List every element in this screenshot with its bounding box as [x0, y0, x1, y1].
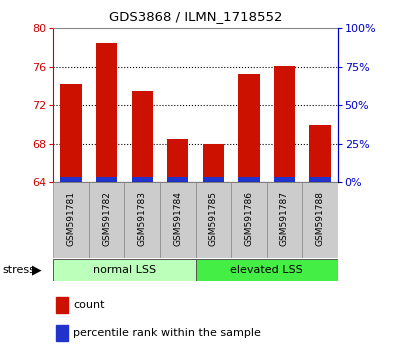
Text: ▶: ▶	[32, 263, 42, 276]
Bar	[167, 177, 188, 182]
Text: GSM591784: GSM591784	[173, 192, 182, 246]
Text: percentile rank within the sample: percentile rank within the sample	[73, 328, 261, 338]
Bar	[96, 43, 117, 182]
Text: normal LSS: normal LSS	[93, 265, 156, 275]
Bar	[56, 325, 68, 341]
Bar	[274, 177, 295, 182]
Bar	[124, 182, 160, 258]
Bar	[203, 177, 224, 182]
Bar	[96, 177, 117, 182]
Bar	[60, 84, 82, 182]
Bar	[160, 182, 196, 258]
Text: GSM591783: GSM591783	[138, 192, 147, 246]
Bar	[238, 74, 260, 182]
Text: count: count	[73, 300, 105, 310]
Bar	[238, 177, 260, 182]
Bar	[53, 259, 196, 281]
Bar	[60, 177, 82, 182]
Text: GSM591782: GSM591782	[102, 192, 111, 246]
Text: GSM591785: GSM591785	[209, 192, 218, 246]
Bar	[309, 177, 331, 182]
Bar	[267, 182, 302, 258]
Text: GDS3868 / ILMN_1718552: GDS3868 / ILMN_1718552	[109, 10, 282, 23]
Bar	[203, 144, 224, 182]
Bar	[56, 297, 68, 313]
Bar	[302, 182, 338, 258]
Bar	[196, 182, 231, 258]
Text: GSM591781: GSM591781	[67, 192, 75, 246]
Text: GSM591787: GSM591787	[280, 192, 289, 246]
Text: elevated LSS: elevated LSS	[230, 265, 303, 275]
Text: GSM591786: GSM591786	[245, 192, 253, 246]
Text: stress: stress	[2, 265, 35, 275]
Bar	[167, 139, 188, 182]
Text: GSM591788: GSM591788	[316, 192, 324, 246]
Bar	[132, 91, 153, 182]
Bar	[274, 66, 295, 182]
Bar	[196, 259, 338, 281]
Bar	[89, 182, 124, 258]
Bar	[132, 177, 153, 182]
Bar	[231, 182, 267, 258]
Bar	[53, 182, 89, 258]
Bar	[309, 125, 331, 182]
